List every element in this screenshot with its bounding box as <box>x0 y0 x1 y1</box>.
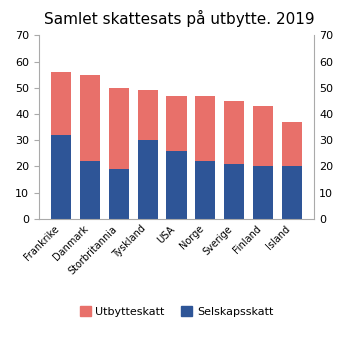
Bar <box>195 96 215 161</box>
Bar <box>138 140 158 219</box>
Bar <box>109 169 129 219</box>
Bar <box>80 161 100 219</box>
Bar <box>224 164 244 219</box>
Bar <box>51 135 72 219</box>
Bar <box>80 74 100 161</box>
Bar <box>166 151 187 219</box>
Text: Samlet skattesats på utbytte. 2019: Samlet skattesats på utbytte. 2019 <box>44 10 315 27</box>
Bar <box>51 72 72 135</box>
Bar <box>253 166 273 219</box>
Bar <box>281 122 302 166</box>
Bar <box>195 161 215 219</box>
Bar <box>109 88 129 169</box>
Bar <box>281 166 302 219</box>
Legend: Utbytteskatt, Selskapsskatt: Utbytteskatt, Selskapsskatt <box>75 301 278 321</box>
Bar <box>224 101 244 164</box>
Bar <box>253 106 273 166</box>
Bar <box>166 96 187 151</box>
Bar <box>138 90 158 140</box>
